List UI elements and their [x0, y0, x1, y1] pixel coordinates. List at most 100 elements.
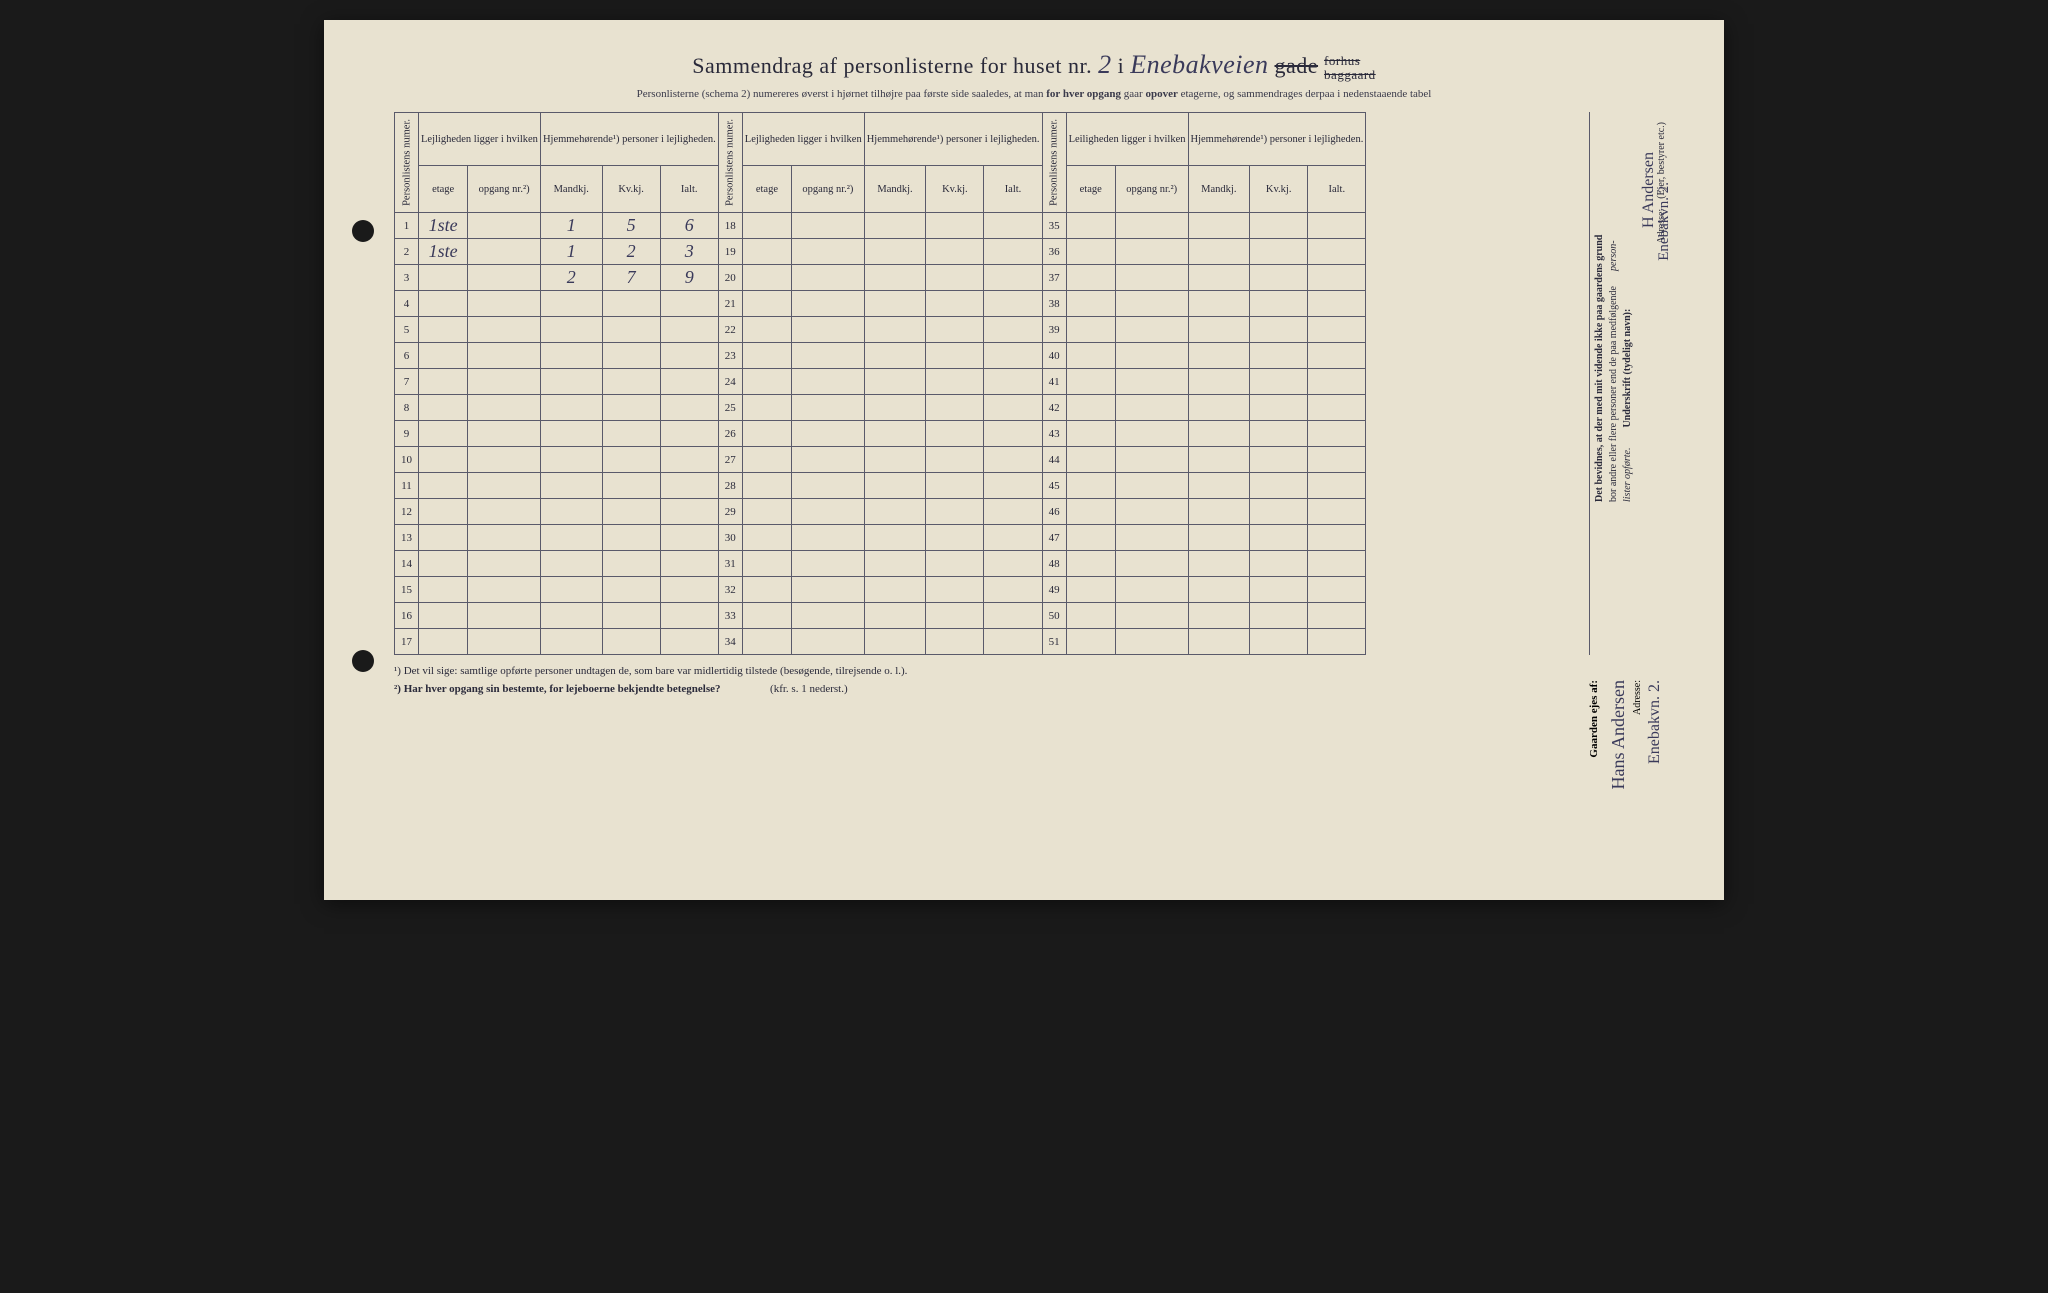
cell — [1308, 499, 1366, 525]
cell — [864, 447, 926, 473]
row-num: 41 — [1042, 369, 1066, 395]
cell — [1250, 317, 1308, 343]
cell — [792, 317, 865, 343]
col-opgang: opgang nr.²) — [1115, 165, 1188, 212]
cell — [1308, 473, 1366, 499]
cell-mandkj — [540, 369, 602, 395]
row-num: 39 — [1042, 317, 1066, 343]
table-row: 72441 — [395, 369, 1366, 395]
cell-etage — [419, 369, 468, 395]
cell — [742, 551, 791, 577]
cell — [742, 629, 791, 655]
cell — [1066, 343, 1115, 369]
row-num: 6 — [395, 343, 419, 369]
cell — [1188, 317, 1250, 343]
cell — [864, 369, 926, 395]
cell — [984, 213, 1042, 239]
row-num: 9 — [395, 421, 419, 447]
row-num: 14 — [395, 551, 419, 577]
cell — [926, 603, 984, 629]
cell — [984, 395, 1042, 421]
cell-etage: 1ste — [419, 239, 468, 265]
cell — [1066, 239, 1115, 265]
cell — [1115, 551, 1188, 577]
cell-kvkj — [602, 525, 660, 551]
row-num: 34 — [718, 629, 742, 655]
cell — [1250, 499, 1308, 525]
cell — [1188, 629, 1250, 655]
census-table: Personlistens numer. Lejligheden ligger … — [394, 112, 1366, 655]
cell — [1250, 343, 1308, 369]
cell-ialt — [660, 343, 718, 369]
cell-mandkj — [540, 629, 602, 655]
cell — [742, 239, 791, 265]
row-num: 32 — [718, 577, 742, 603]
cell — [864, 499, 926, 525]
table-row: 82542 — [395, 395, 1366, 421]
cell-opgang — [468, 499, 541, 525]
col-kvkj: Kv.kj. — [602, 165, 660, 212]
cell-ialt — [660, 525, 718, 551]
row-num: 4 — [395, 291, 419, 317]
cell — [926, 239, 984, 265]
row-num: 19 — [718, 239, 742, 265]
table-row: 112845 — [395, 473, 1366, 499]
cell — [984, 577, 1042, 603]
cell — [926, 291, 984, 317]
row-num: 49 — [1042, 577, 1066, 603]
cell — [984, 317, 1042, 343]
cell — [792, 551, 865, 577]
owner-name: Hans Andersen — [1608, 680, 1629, 789]
cell — [792, 291, 865, 317]
owner-label: Gaarden ejes af: — [1588, 680, 1600, 758]
cell — [1115, 603, 1188, 629]
cell — [1115, 525, 1188, 551]
cell — [864, 603, 926, 629]
col-opgang: opgang nr.²) — [792, 165, 865, 212]
col-mandkj: Mandkj. — [540, 165, 602, 212]
col-personlistens: Personlistens numer. — [395, 113, 419, 213]
cell-opgang — [468, 421, 541, 447]
census-document: Sammendrag af personlisterne for huset n… — [324, 20, 1724, 900]
row-num: 24 — [718, 369, 742, 395]
cell — [1066, 603, 1115, 629]
cell — [792, 447, 865, 473]
cell — [984, 239, 1042, 265]
cell — [742, 291, 791, 317]
col-etage: etage — [419, 165, 468, 212]
cell — [926, 421, 984, 447]
col-kvkj: Kv.kj. — [1250, 165, 1308, 212]
cell-ialt — [660, 395, 718, 421]
cell — [984, 499, 1042, 525]
cell — [864, 317, 926, 343]
cell-kvkj: 2 — [602, 239, 660, 265]
table-row: 143148 — [395, 551, 1366, 577]
cell — [1188, 447, 1250, 473]
cell — [1250, 603, 1308, 629]
cell — [1308, 525, 1366, 551]
cell — [1308, 343, 1366, 369]
cell-kvkj: 5 — [602, 213, 660, 239]
cell — [1188, 421, 1250, 447]
cell-opgang — [468, 473, 541, 499]
col-ialt: Ialt. — [1308, 165, 1366, 212]
cell — [1066, 473, 1115, 499]
row-num: 30 — [718, 525, 742, 551]
cell-opgang — [468, 603, 541, 629]
cell — [1308, 551, 1366, 577]
row-num: 13 — [395, 525, 419, 551]
cell — [792, 421, 865, 447]
cell — [864, 525, 926, 551]
cell — [1250, 239, 1308, 265]
cell — [926, 447, 984, 473]
cell-etage — [419, 629, 468, 655]
cell — [1250, 395, 1308, 421]
cell-mandkj: 1 — [540, 239, 602, 265]
cell — [864, 291, 926, 317]
row-num: 47 — [1042, 525, 1066, 551]
street-name: Enebakveien — [1130, 50, 1268, 79]
footnote-2: ²) Har hver opgang sin bestemte, for lej… — [394, 683, 1674, 695]
row-num: 36 — [1042, 239, 1066, 265]
cell-etage — [419, 473, 468, 499]
cell-etage — [419, 525, 468, 551]
